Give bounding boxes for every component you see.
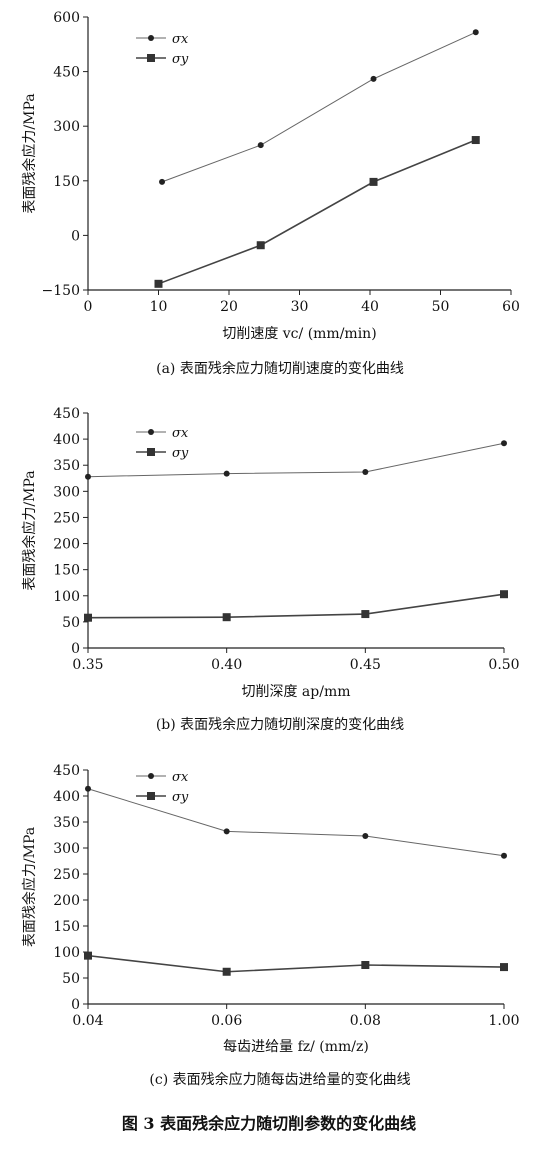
y-tick-label: 0 (71, 997, 80, 1013)
y-tick-label: 150 (53, 919, 80, 935)
x-tick-label: 0 (84, 299, 93, 315)
y-tick-label: 50 (62, 615, 80, 631)
y-tick-label: 150 (53, 174, 80, 190)
legend-marker-circle (148, 773, 154, 779)
legend-label: σx (172, 32, 189, 47)
legend-marker-circle (148, 429, 154, 435)
y-tick-label: 50 (62, 971, 80, 987)
data-point-sigma-y (361, 961, 370, 969)
data-point-sigma-x (85, 473, 91, 480)
data-point-sigma-x (223, 828, 230, 835)
y-tick-label: 150 (53, 563, 80, 579)
x-tick-label: 0.45 (350, 657, 381, 673)
x-axis-label: 切削深度 ap/mm (241, 684, 350, 700)
series-line-sigma-x (87, 788, 505, 857)
legend-marker-square (147, 792, 155, 800)
y-tick-label: 0 (71, 641, 80, 657)
legend-marker-circle (148, 35, 154, 41)
y-tick-label: 400 (53, 789, 80, 805)
legend-label: σx (172, 426, 189, 441)
data-point-sigma-x (223, 470, 230, 477)
data-point-sigma-x (472, 29, 479, 36)
data-point-sigma-y (369, 177, 378, 186)
y-axis-label: 表面残余应力/MPa (21, 470, 38, 590)
y-tick-label: 0 (71, 228, 80, 244)
y-tick-label: 450 (53, 763, 80, 779)
legend-label: σy (172, 446, 189, 461)
y-tick-label: 300 (53, 841, 80, 857)
y-tick-label: 350 (53, 815, 80, 831)
chart-caption: (c) 表面残余应力随每齿进给量的变化曲线 (149, 1071, 410, 1088)
y-tick-label: 400 (53, 432, 80, 448)
y-tick-label: 300 (53, 119, 80, 135)
y-tick-label: 300 (53, 484, 80, 500)
y-tick-label: 600 (53, 10, 80, 26)
data-point-sigma-y (222, 613, 231, 622)
series-line-sigma-y (158, 139, 477, 285)
y-tick-label: 350 (53, 458, 80, 474)
y-tick-label: −150 (42, 283, 80, 299)
legend-marker-square (147, 448, 155, 456)
data-point-sigma-x (501, 852, 507, 859)
data-point-sigma-y (84, 613, 92, 622)
y-tick-label: 250 (53, 510, 80, 526)
figure-title: 图 3 表面残余应力随切削参数的变化曲线 (122, 1114, 416, 1133)
data-point-sigma-x (257, 142, 264, 149)
x-tick-label: 30 (291, 299, 309, 315)
chart-caption: (b) 表面残余应力随切削深度的变化曲线 (156, 716, 404, 733)
y-tick-label: 450 (53, 406, 80, 422)
y-axis-label: 表面残余应力/MPa (21, 93, 38, 213)
data-point-sigma-y (500, 963, 508, 972)
x-tick-label: 0.40 (211, 657, 242, 673)
data-point-sigma-x (362, 833, 369, 840)
x-tick-label: 0.50 (488, 657, 519, 673)
legend-marker-square (147, 54, 155, 62)
x-tick-label: 0.08 (350, 1013, 381, 1029)
chart-b: 450 400 350 300 250 200 150 100 50 00.35 0.40 0.45 0… (21, 406, 520, 733)
chart-c: 450 400 350 300 250 200 150 100 50 00.04 0.06 0.08 1… (21, 763, 520, 1088)
series-line-sigma-x (87, 442, 505, 478)
data-point-sigma-x (370, 75, 377, 82)
x-tick-label: 20 (220, 299, 238, 315)
x-tick-label: 40 (361, 299, 379, 315)
x-tick-label: 60 (502, 299, 520, 315)
legend-label: σy (172, 52, 189, 67)
x-axis-label: 每齿进给量 fz/ (mm/z) (223, 1039, 369, 1055)
data-point-sigma-y (154, 279, 163, 288)
data-point-sigma-y (361, 610, 370, 619)
data-point-sigma-y (500, 590, 508, 599)
y-tick-label: 250 (53, 867, 80, 883)
y-tick-label: 200 (53, 893, 80, 909)
series-line-sigma-x (161, 31, 476, 183)
x-axis-label: 切削速度 vc/ (mm/min) (222, 326, 376, 342)
series-line-sigma-y (87, 954, 505, 973)
series-line-sigma-y (87, 593, 505, 619)
x-tick-label: 1.00 (488, 1013, 519, 1029)
x-tick-label: 0.35 (72, 657, 103, 673)
data-point-sigma-x (159, 178, 166, 185)
x-tick-label: 0.04 (72, 1013, 103, 1029)
y-tick-label: 100 (53, 589, 80, 605)
y-tick-label: 100 (53, 945, 80, 961)
data-point-sigma-y (471, 136, 480, 145)
data-point-sigma-y (256, 241, 265, 250)
x-tick-label: 50 (432, 299, 450, 315)
legend-label: σy (172, 790, 189, 805)
legend-label: σx (172, 770, 189, 785)
y-tick-label: 450 (53, 65, 80, 81)
y-axis-label: 表面残余应力/MPa (21, 827, 38, 947)
data-point-sigma-x (85, 785, 91, 792)
x-tick-label: 10 (150, 299, 168, 315)
chart-caption: (a) 表面残余应力随切削速度的变化曲线 (156, 360, 404, 377)
data-point-sigma-x (362, 469, 369, 476)
data-point-sigma-y (84, 951, 92, 960)
y-tick-label: 200 (53, 537, 80, 553)
data-point-sigma-x (501, 440, 507, 447)
x-tick-label: 0.06 (211, 1013, 242, 1029)
data-point-sigma-y (222, 967, 231, 976)
